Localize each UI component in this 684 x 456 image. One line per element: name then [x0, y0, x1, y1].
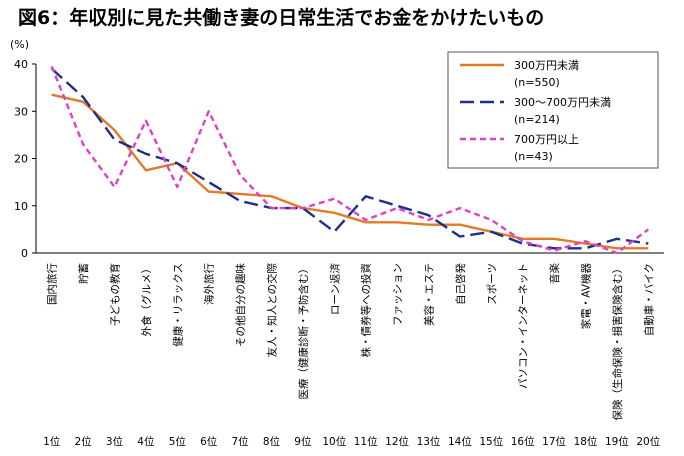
- rank-label: 7位: [232, 435, 250, 448]
- category-label-text: 友人・知人との交際: [266, 263, 279, 358]
- category-label-text: スポーツ: [486, 263, 498, 305]
- category-label-text: 音楽: [548, 263, 561, 284]
- rank-label: 9位: [294, 435, 312, 448]
- category-label-text: 海外旅行: [203, 263, 216, 305]
- category-label: 友人・知人との交際: [266, 263, 279, 358]
- category-label: 医療（健康診断・予防含む）: [297, 263, 310, 400]
- rank-label: 18位: [574, 435, 598, 448]
- rank-label: 1位: [43, 435, 61, 448]
- category-label: 外食（グルメ）: [140, 263, 153, 337]
- category-label-text: 自動車・バイク: [642, 263, 655, 336]
- category-label: パソコン・インターネット: [518, 263, 530, 389]
- y-axis-unit-label: (%): [10, 38, 29, 51]
- category-label: 保険（生命保険・損害保険含む）: [611, 263, 624, 421]
- y-tick-label: 0: [21, 247, 28, 260]
- category-label: 国内旅行: [46, 263, 59, 305]
- rank-label: 3位: [106, 435, 124, 448]
- rank-label: 14位: [448, 435, 472, 448]
- rank-label: 11位: [354, 435, 378, 448]
- rank-label: 5位: [169, 435, 187, 448]
- category-label: 音楽: [548, 263, 561, 284]
- category-label: 自己啓発: [454, 263, 467, 305]
- category-label: その他自分の趣味: [234, 263, 247, 347]
- rank-label: 2位: [75, 435, 93, 448]
- category-label-text: 医療（健康診断・予防含む）: [297, 263, 310, 400]
- category-label-text: 美容・エステ: [423, 263, 436, 326]
- y-tick-label: 30: [14, 105, 28, 118]
- category-label-text: パソコン・インターネット: [518, 263, 530, 389]
- legend-n-2: (n=214): [514, 113, 560, 126]
- rank-label: 10位: [322, 435, 346, 448]
- category-label: 健康・リラックス: [171, 263, 184, 347]
- category-label-text: 国内旅行: [46, 263, 59, 305]
- category-label-text: 貯蓄: [78, 263, 90, 284]
- rank-label: 16位: [511, 435, 535, 448]
- legend-n-3: (n=43): [514, 150, 553, 163]
- category-label: 家電・AV機器: [580, 263, 593, 330]
- category-label-text: 家電・AV機器: [580, 263, 593, 330]
- category-label-text: 外食（グルメ）: [140, 263, 153, 337]
- rank-label: 4位: [137, 435, 155, 448]
- axes: 0 10 20 30 40: [14, 58, 664, 260]
- legend-n-1: (n=550): [514, 76, 560, 89]
- legend-name-1: 300万円未満: [514, 59, 579, 72]
- category-label-text: 自己啓発: [454, 263, 467, 305]
- chart-title: 図6：年収別に見た共働き妻の日常生活でお金をかけたいもの: [18, 6, 544, 29]
- legend-name-2: 300〜700万円未満: [514, 96, 611, 109]
- rank-label: 13位: [417, 435, 441, 448]
- category-label-text: 保険（生命保険・損害保険含む）: [611, 263, 624, 421]
- rank-label: 17位: [542, 435, 566, 448]
- category-label: スポーツ: [486, 263, 498, 305]
- category-label: ローン返済: [328, 263, 341, 315]
- category-label-text: ローン返済: [328, 263, 341, 315]
- category-label: 株・債券等への投資: [360, 263, 373, 358]
- y-tick-label: 10: [14, 200, 28, 213]
- category-label-text: ファッション: [392, 263, 404, 326]
- category-labels: 国内旅行 1位 貯蓄 2位 子どもの教育 3位 外食（グルメ） 4位 健康・リラックス 5位 海外旅…: [43, 263, 661, 448]
- category-label-text: 健康・リラックス: [171, 263, 184, 347]
- rank-label: 19位: [605, 435, 629, 448]
- series-layer: [50, 65, 650, 255]
- category-label-text: 株・債券等への投資: [360, 263, 373, 358]
- legend: 300万円未満 (n=550) 300〜700万円未満 (n=214) 700万円以上 (…: [447, 51, 659, 169]
- series-line-3: [50, 65, 650, 255]
- y-tick-label: 20: [14, 153, 28, 166]
- category-label: 自動車・バイク: [642, 263, 655, 336]
- legend-box: [447, 51, 659, 169]
- rank-label: 6位: [200, 435, 218, 448]
- rank-label: 20位: [636, 435, 660, 448]
- category-label: 海外旅行: [203, 263, 216, 305]
- category-label: ファッション: [392, 263, 404, 326]
- y-tick-label: 40: [14, 58, 28, 71]
- rank-label: 15位: [479, 435, 503, 448]
- legend-name-3: 700万円以上: [514, 133, 579, 146]
- category-label-text: 子どもの教育: [109, 263, 122, 326]
- rank-label: 8位: [263, 435, 281, 448]
- series-line-1: [51, 93, 649, 250]
- category-label: 貯蓄: [78, 263, 90, 284]
- rank-label: 12位: [385, 435, 409, 448]
- category-label-text: その他自分の趣味: [234, 263, 247, 347]
- series-line-2: [50, 67, 649, 250]
- category-label: 美容・エステ: [423, 263, 436, 326]
- category-label: 子どもの教育: [109, 263, 122, 326]
